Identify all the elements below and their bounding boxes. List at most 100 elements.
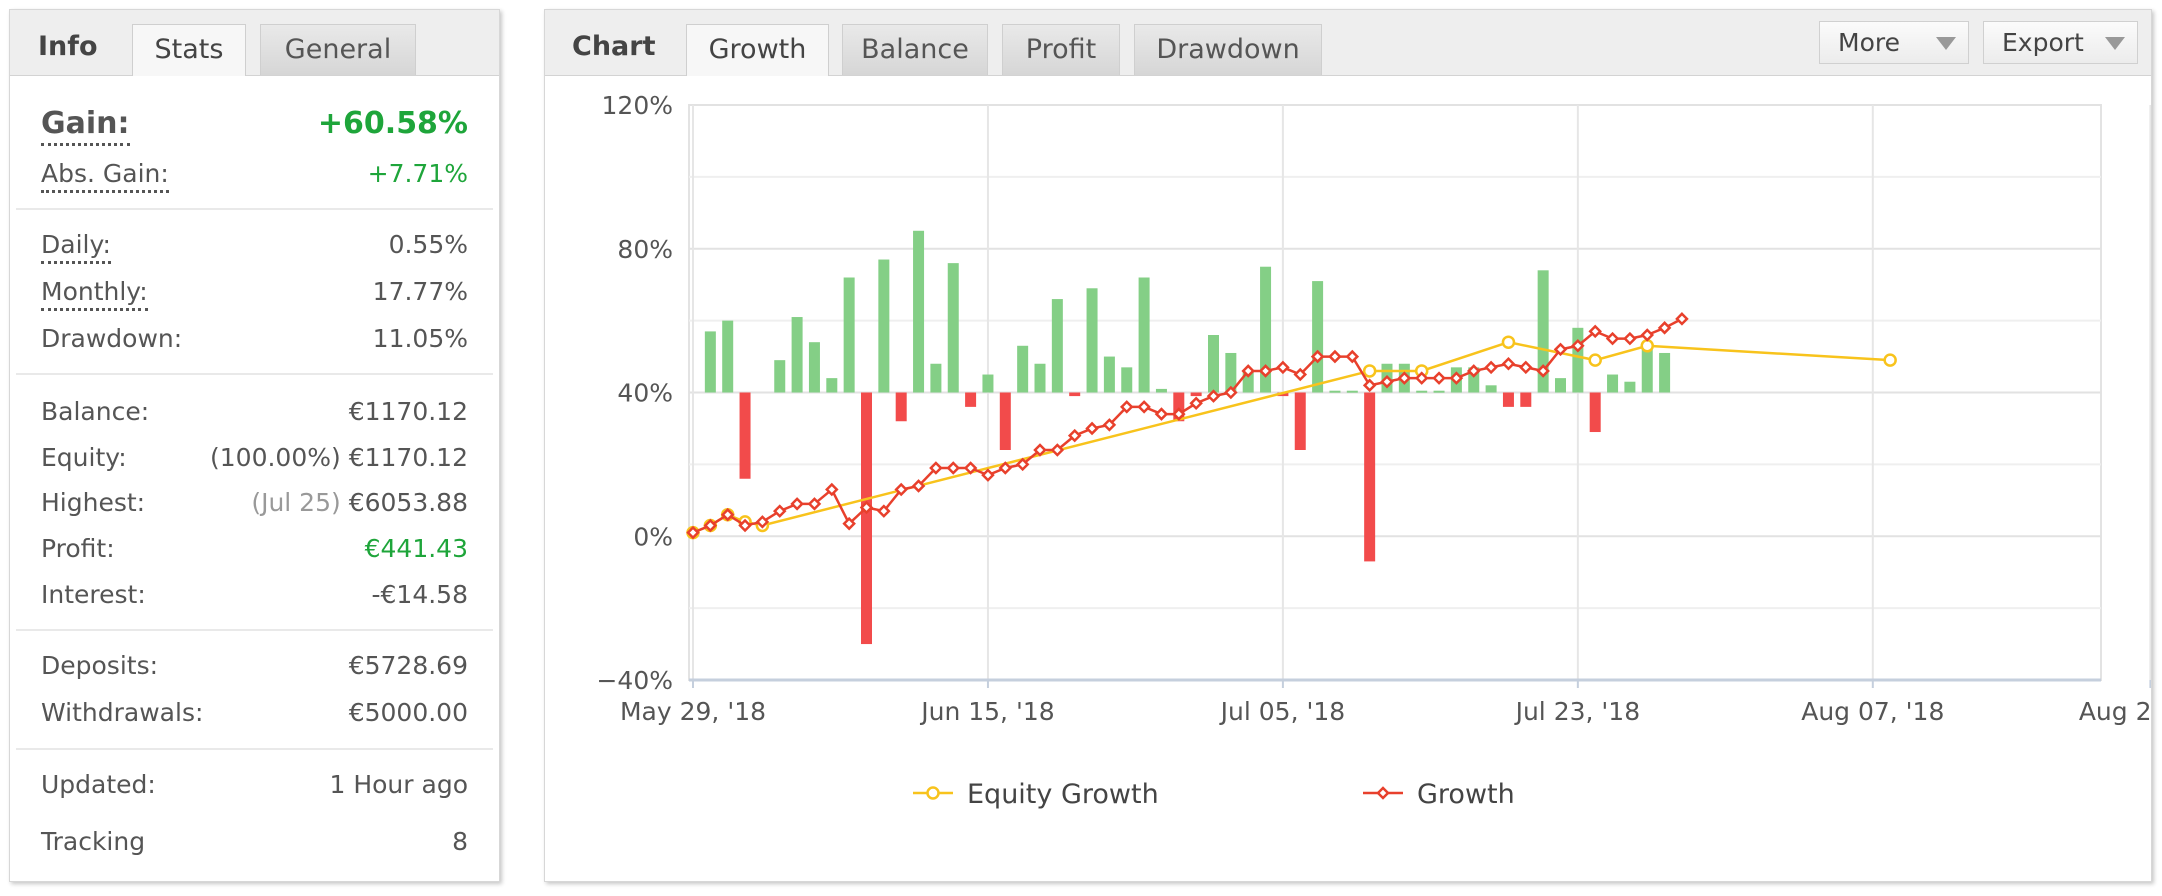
monthly-label[interactable]: Monthly: — [41, 277, 148, 311]
chart-tabbar: Chart Growth Balance Profit Drawdown Mor… — [545, 10, 2151, 76]
bar-positive — [1242, 370, 1254, 393]
gain-label[interactable]: Gain: — [41, 106, 130, 146]
bar-negative — [1589, 392, 1601, 433]
series-lines — [686, 312, 1897, 540]
growth-point — [842, 516, 856, 531]
gain-row: Gain: +60.58% — [41, 106, 468, 146]
export-button[interactable]: Export — [1983, 21, 2138, 64]
growth-point — [929, 461, 943, 475]
more-label: More — [1838, 28, 1900, 57]
x-tick-label: Jul 05, '18 — [1219, 697, 1346, 726]
tracking-value: 8 — [452, 827, 468, 856]
bar-positive — [1624, 381, 1636, 393]
bar-positive — [878, 259, 890, 393]
growth-point — [911, 479, 926, 493]
bar-positive — [1433, 390, 1445, 393]
y-tick-label: −40% — [596, 666, 673, 695]
divider — [16, 748, 493, 750]
growth-point — [1137, 400, 1151, 414]
bar-positive — [1416, 390, 1428, 393]
tab-balance[interactable]: Balance — [842, 24, 988, 75]
updated-value: 1 Hour ago — [329, 770, 468, 799]
growth-point — [1276, 360, 1290, 375]
equity-growth-point — [1588, 353, 1602, 367]
bar-positive — [1659, 352, 1671, 393]
growth-point — [963, 461, 978, 475]
withdrawals-label: Withdrawals: — [41, 698, 204, 727]
bar-positive — [1208, 335, 1219, 393]
dropdown-arrow-icon — [1936, 37, 1956, 50]
updated-label: Updated: — [41, 770, 156, 799]
growth-point — [859, 500, 874, 515]
growth-line — [692, 317, 1683, 534]
growth-point — [946, 461, 961, 475]
info-tabbar: Info Stats General — [10, 10, 499, 76]
growth-point — [1224, 385, 1238, 400]
legend-equity-marker — [926, 786, 940, 800]
bar-negative — [1364, 392, 1376, 562]
growth-point — [1605, 331, 1620, 346]
tab-profit[interactable]: Profit — [1002, 24, 1120, 75]
equity-growth-point — [1640, 339, 1654, 353]
growth-point — [1154, 407, 1169, 421]
growth-point — [1033, 443, 1047, 457]
tab-growth[interactable]: Growth — [686, 24, 829, 76]
growth-point — [1293, 367, 1308, 382]
balance-label: Balance: — [41, 397, 150, 426]
growth-point — [1102, 418, 1117, 432]
x-tick-label: Jun 15, '18 — [919, 697, 1054, 726]
bar-negative — [1190, 392, 1202, 397]
growth-point — [1015, 457, 1030, 472]
growth-point — [1362, 378, 1377, 393]
growth-point — [1449, 371, 1464, 385]
export-label: Export — [2002, 28, 2084, 57]
growth-point — [1588, 324, 1602, 339]
growth-point — [1432, 371, 1446, 385]
bar-positive — [1641, 349, 1653, 393]
bar-positive — [930, 363, 942, 393]
profit-value: €441.43 — [364, 534, 468, 563]
tab-general[interactable]: General — [260, 24, 416, 75]
x-tick-label: Jul 23, '18 — [1514, 697, 1641, 726]
growth-point — [1571, 339, 1585, 353]
drawdown-label: Drawdown: — [41, 324, 183, 353]
withdrawals-value: €5000.00 — [348, 698, 468, 727]
growth-point — [998, 461, 1013, 475]
bar-negative — [999, 392, 1011, 450]
equity-percent: (100.00%) — [210, 443, 341, 472]
daily-label[interactable]: Daily: — [41, 230, 111, 264]
bar-negative — [965, 392, 977, 407]
chart-legend: Equity Growth Growth — [913, 779, 1515, 810]
equity-growth-point — [1883, 353, 1897, 367]
growth-point — [755, 515, 770, 529]
x-tick-label: May 29, '18 — [620, 697, 766, 726]
more-button[interactable]: More — [1819, 21, 1969, 64]
dropdown-arrow-icon — [2105, 37, 2125, 50]
tab-stats[interactable]: Stats — [132, 24, 246, 76]
monthly-value: 17.77% — [372, 277, 468, 306]
y-tick-label: 40% — [617, 379, 673, 408]
equity-growth-point — [1501, 335, 1516, 349]
bar-positive — [843, 277, 855, 393]
y-tick-label: 0% — [633, 522, 673, 551]
bar-positive — [826, 378, 838, 393]
growth-point — [1640, 328, 1655, 342]
legend-growth-marker — [1376, 786, 1390, 800]
abs-gain-label[interactable]: Abs. Gain: — [41, 159, 169, 193]
growth-point — [738, 518, 752, 533]
info-panel: Info Stats General Gain: +60.58% Abs. Ga… — [9, 9, 500, 882]
drawdown-value: 11.05% — [372, 324, 468, 353]
growth-point — [1206, 389, 1221, 403]
deposits-value: €5728.69 — [348, 651, 468, 680]
growth-point — [1119, 400, 1134, 414]
bar-positive — [1312, 281, 1324, 393]
bar-positive — [1468, 367, 1480, 393]
bar-positive — [1485, 385, 1497, 393]
bar-positive — [1086, 288, 1098, 393]
bar-positive — [1329, 390, 1341, 393]
growth-point — [1258, 364, 1273, 378]
growth-point — [686, 525, 700, 540]
growth-point — [1310, 349, 1325, 364]
tab-drawdown[interactable]: Drawdown — [1134, 24, 1322, 75]
bar-positive — [1346, 390, 1358, 393]
